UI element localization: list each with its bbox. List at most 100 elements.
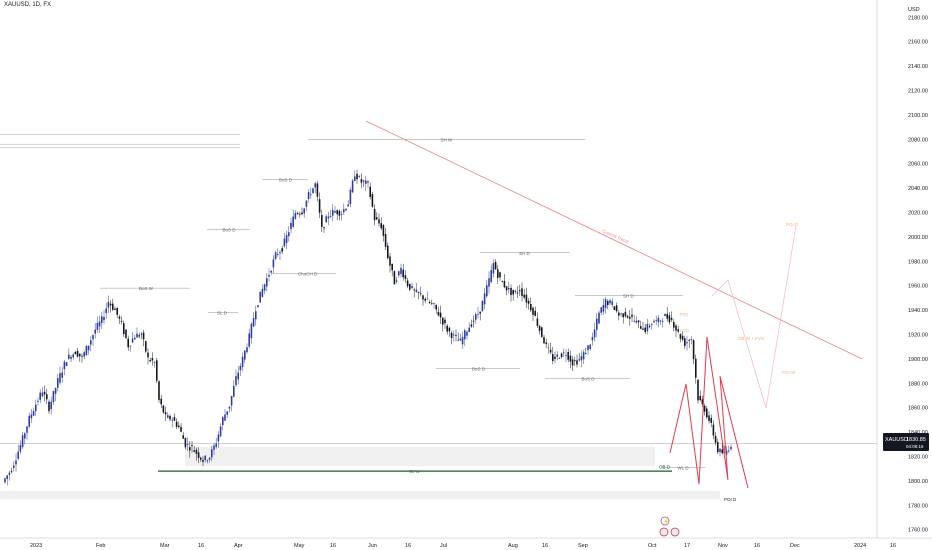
price-tag-box bbox=[883, 433, 929, 451]
faint-label: OB W + FVG bbox=[738, 336, 765, 341]
candle-body bbox=[541, 327, 543, 337]
zone-1 bbox=[185, 446, 655, 467]
candle-body bbox=[145, 341, 147, 352]
price-tag: XAUUSD 1830.85 04:08:16 bbox=[883, 433, 929, 451]
faint-label: POI D bbox=[786, 222, 799, 227]
candle-body bbox=[123, 323, 125, 335]
candle-body bbox=[131, 338, 134, 343]
candle-body bbox=[224, 414, 226, 421]
candle-body bbox=[217, 434, 220, 442]
candle-body bbox=[446, 325, 448, 332]
candle-body bbox=[556, 354, 558, 357]
candle-body bbox=[622, 313, 624, 318]
candle-body bbox=[413, 289, 415, 291]
candle-body bbox=[19, 445, 22, 452]
candle-body bbox=[250, 323, 253, 339]
candle-body bbox=[492, 263, 495, 274]
candle-body bbox=[85, 345, 88, 356]
lightning-event-icon[interactable] bbox=[660, 516, 670, 526]
candle-body bbox=[39, 392, 41, 400]
candle-body bbox=[543, 337, 545, 344]
candle-body bbox=[109, 303, 112, 306]
candle-body bbox=[241, 356, 244, 368]
candle-body bbox=[171, 419, 173, 421]
candle-body bbox=[310, 194, 312, 196]
candle-body bbox=[479, 311, 481, 314]
candle-body bbox=[318, 199, 321, 213]
candle-body bbox=[719, 448, 721, 453]
candle-body bbox=[470, 324, 473, 327]
x-tick-label: Oct bbox=[648, 543, 657, 549]
candle-body bbox=[96, 322, 99, 330]
candle-body bbox=[406, 280, 409, 287]
candle-body bbox=[523, 294, 525, 298]
candle-body bbox=[173, 417, 176, 421]
candle-body bbox=[576, 360, 578, 365]
candle-body bbox=[503, 280, 506, 288]
candle-body bbox=[61, 372, 63, 378]
candle-body bbox=[481, 300, 484, 312]
candle-body bbox=[321, 215, 323, 227]
candle-body bbox=[138, 335, 140, 337]
x-tick-label: May bbox=[294, 543, 305, 549]
y-tick-label: 2100.00 bbox=[908, 113, 928, 119]
candle-body bbox=[635, 320, 638, 323]
event-icons[interactable]: ⚡ bbox=[659, 516, 680, 537]
faint-label: FVG bbox=[680, 328, 690, 333]
candle-body bbox=[226, 411, 228, 415]
candle-body bbox=[455, 335, 457, 337]
candle-body bbox=[404, 275, 407, 279]
candle-body bbox=[164, 412, 167, 415]
candle-body bbox=[565, 355, 567, 356]
candle-body bbox=[453, 334, 455, 336]
currency-label: USD bbox=[908, 7, 920, 13]
candle-body bbox=[563, 352, 565, 354]
candle-body bbox=[92, 335, 94, 340]
candle-body bbox=[263, 284, 266, 291]
candle-body bbox=[50, 401, 52, 410]
candle-body bbox=[32, 410, 35, 416]
level-label: BoS D bbox=[223, 228, 237, 233]
candle-body bbox=[74, 351, 77, 355]
candle-body bbox=[252, 318, 255, 327]
x-tick-label: Jul bbox=[440, 543, 447, 549]
candle-body bbox=[530, 303, 532, 311]
candle-body bbox=[30, 414, 33, 419]
candle-body bbox=[35, 404, 37, 412]
candle-body bbox=[728, 450, 730, 452]
candle-body bbox=[134, 337, 136, 340]
candle-body bbox=[659, 320, 662, 322]
candle-body bbox=[116, 307, 118, 315]
y-tick-label: 2040.00 bbox=[908, 186, 928, 192]
candle-body bbox=[239, 366, 242, 371]
y-tick-label: 1800.00 bbox=[908, 479, 928, 485]
y-tick-label: 2140.00 bbox=[908, 64, 928, 70]
candle-body bbox=[424, 298, 426, 301]
candle-body bbox=[180, 426, 182, 432]
candle-body bbox=[334, 211, 336, 213]
us-flag-event-icon[interactable] bbox=[659, 527, 669, 537]
candle-body bbox=[277, 254, 279, 256]
x-tick-label: Nov bbox=[718, 543, 728, 549]
x-tick-label: 17 bbox=[684, 543, 690, 549]
candle-body bbox=[536, 318, 539, 326]
candle-body bbox=[400, 267, 402, 275]
candle-body bbox=[118, 316, 121, 319]
candle-body bbox=[204, 455, 206, 461]
candle-body bbox=[646, 324, 649, 332]
candle-body bbox=[347, 204, 349, 207]
candle-body bbox=[28, 415, 30, 427]
candle-body bbox=[336, 210, 338, 215]
candle-body bbox=[213, 445, 215, 450]
candle-body bbox=[345, 208, 347, 211]
candle-body bbox=[450, 332, 453, 339]
level-label: BoS D bbox=[472, 367, 486, 372]
candle-body bbox=[228, 406, 231, 409]
us-flag-event-icon-2[interactable] bbox=[670, 527, 680, 537]
faint-projection-path bbox=[711, 225, 797, 409]
candle-body bbox=[303, 208, 305, 214]
candle-body bbox=[272, 259, 275, 268]
x-tick-label: Jun bbox=[368, 543, 377, 549]
candle-body bbox=[644, 327, 646, 333]
